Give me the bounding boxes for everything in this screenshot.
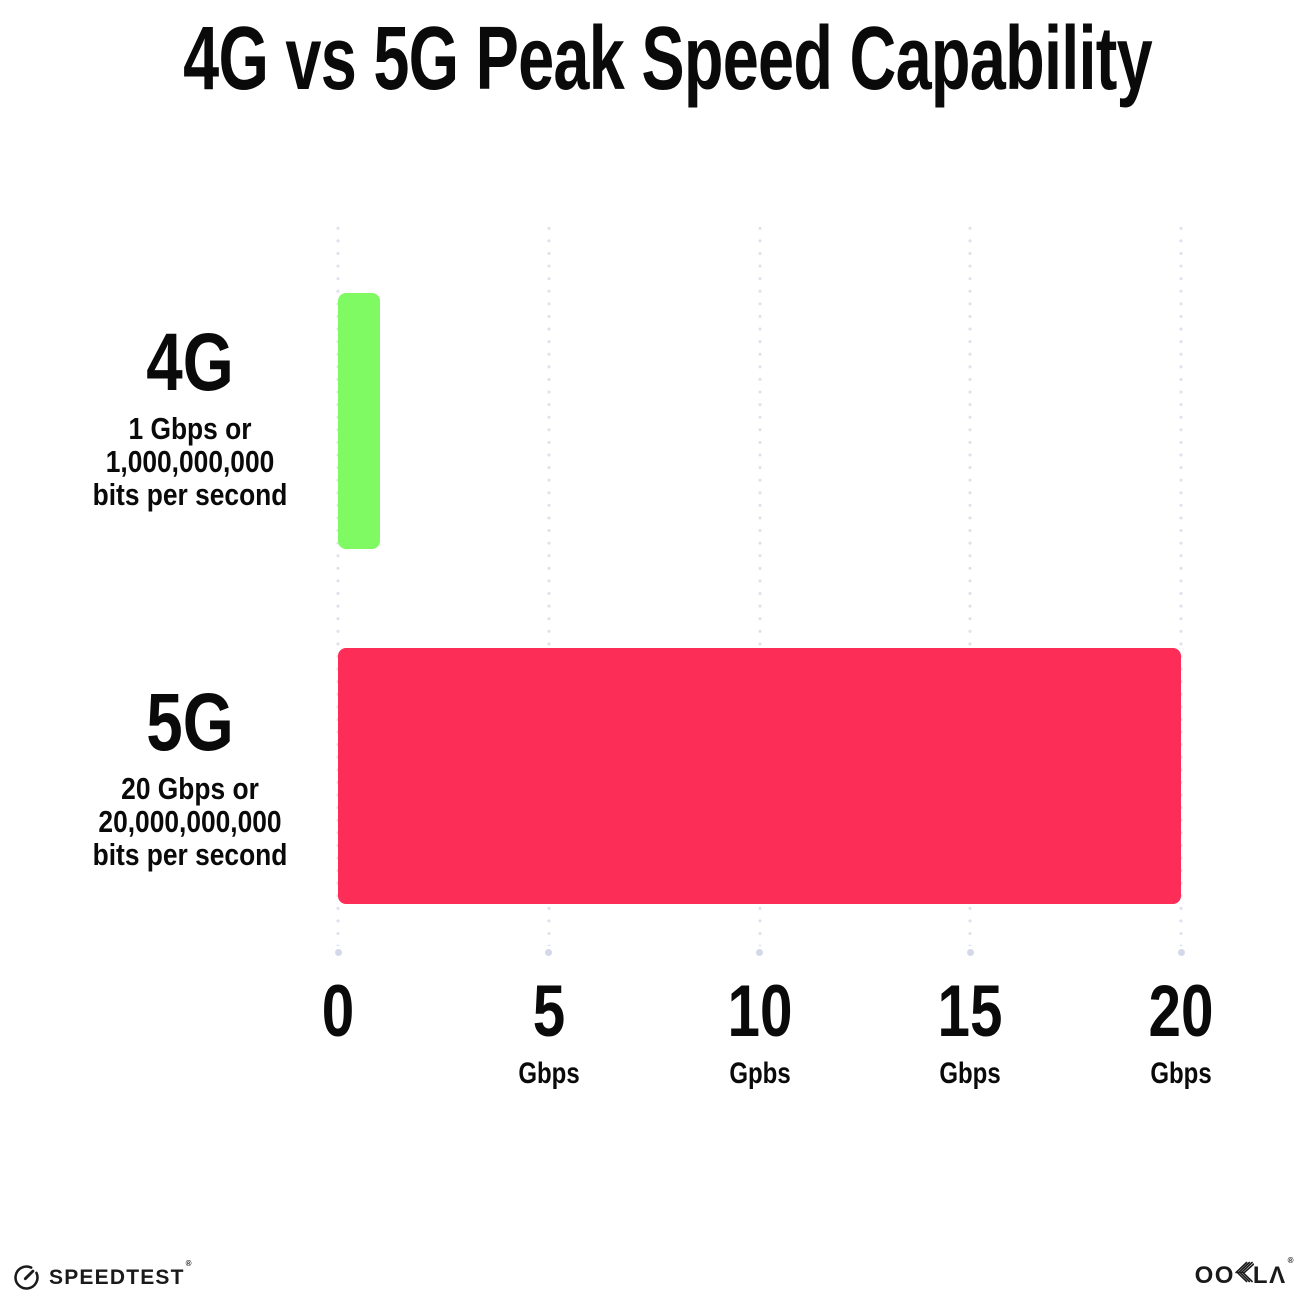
x-tick-20-number: 20 <box>1148 971 1214 1052</box>
bar-5g <box>338 648 1181 904</box>
speedtest-logo: SPEEDTEST® <box>13 1259 193 1291</box>
x-tick-10-unit: Gpbs <box>728 1057 791 1090</box>
row-label-5g-detail-line2: 20,000,000,000 <box>98 804 282 839</box>
chart-title: 4G vs 5G Peak Speed Capability <box>183 9 1153 109</box>
row-label-5g-detail-line1: 20 Gbps or <box>121 771 259 806</box>
gridline-20 <box>1178 222 1184 946</box>
gridline-15 <box>967 222 973 946</box>
row-label-4g-detail: 1 Gbps or 1,000,000,000 bits per second <box>63 412 318 511</box>
ookla-registered-mark: ® <box>1287 1256 1295 1265</box>
x-tick-20: 20 Gbps <box>1140 975 1221 1089</box>
gridline-5 <box>546 222 552 946</box>
x-tick-15: 15 Gbps <box>930 975 1011 1089</box>
x-tick-0: 0 <box>318 975 359 1089</box>
row-label-5g: 5G 20 Gbps or 20,000,000,000 bits per se… <box>40 677 340 872</box>
row-label-4g-name: 4G <box>146 317 234 408</box>
plot-area <box>335 222 1184 958</box>
ookla-wordmark-left: OO <box>1194 1262 1235 1289</box>
x-tick-15-unit: Gbps <box>939 1057 1001 1090</box>
ookla-k-icon <box>1235 1261 1255 1288</box>
x-tick-5-unit: Gbps <box>518 1057 580 1090</box>
speedometer-icon <box>13 1264 40 1291</box>
row-label-4g-detail-line1: 1 Gbps or <box>128 411 252 446</box>
row-label-5g-detail: 20 Gbps or 20,000,000,000 bits per secon… <box>63 772 318 871</box>
row-label-4g-detail-line3: bits per second <box>92 477 288 512</box>
bar-4g <box>338 293 381 549</box>
gridline-0 <box>335 222 341 946</box>
x-tick-5-number: 5 <box>532 971 565 1052</box>
x-axis: 0 5 Gbps 10 Gpbs 15 Gbps 20 Gbps <box>322 975 1214 1105</box>
gridline-10 <box>757 222 762 946</box>
row-label-5g-name: 5G <box>146 677 234 768</box>
speedtest-registered-mark: ® <box>185 1259 193 1268</box>
x-tick-0-number: 0 <box>321 971 355 1052</box>
ookla-logo: OO LΛ® <box>1194 1256 1295 1289</box>
x-tick-15-number: 15 <box>937 971 1003 1052</box>
row-label-4g: 4G 1 Gbps or 1,000,000,000 bits per seco… <box>40 317 340 512</box>
x-tick-0-unit <box>322 1059 354 1089</box>
row-label-4g-detail-line2: 1,000,000,000 <box>105 444 275 479</box>
ookla-wordmark-right: LΛ® <box>1252 1256 1295 1289</box>
x-tick-10: 10 Gpbs <box>719 975 800 1089</box>
row-label-5g-detail-line3: bits per second <box>92 837 288 872</box>
x-tick-10-number: 10 <box>727 971 792 1052</box>
speedtest-wordmark: SPEEDTEST® <box>49 1259 193 1289</box>
x-tick-20-unit: Gbps <box>1150 1057 1212 1090</box>
x-tick-5: 5 Gbps <box>510 975 587 1089</box>
